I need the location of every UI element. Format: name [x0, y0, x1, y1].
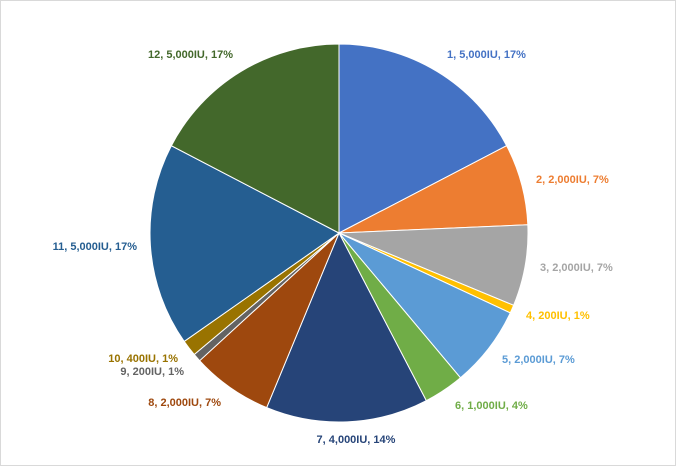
pie-slices [149, 43, 529, 423]
data-label-11: 11, 5,000IU, 17% [53, 241, 138, 253]
pie-slice-12 [170, 43, 340, 234]
pie-slice-7 [266, 231, 427, 423]
data-label-3: 3, 2,000IU, 7% [540, 262, 613, 274]
data-label-10: 10, 400IU, 1% [108, 353, 178, 365]
data-label-7: 7, 4,000IU, 14% [317, 434, 396, 446]
pie-slice-11 [149, 145, 340, 343]
data-label-9: 9, 200IU, 1% [120, 366, 184, 378]
data-label-2: 2, 2,000IU, 7% [536, 174, 609, 186]
pie-slice-1 [338, 43, 508, 234]
data-label-4: 4, 200IU, 1% [526, 310, 590, 322]
data-label-5: 5, 2,000IU, 7% [502, 354, 575, 366]
pie-data-labels: 1, 5,000IU, 17% 2, 2,000IU, 7% 3, 2,000IU,… [53, 49, 613, 446]
data-label-6: 6, 1,000IU, 4% [455, 400, 528, 412]
data-label-8: 8, 2,000IU, 7% [148, 397, 221, 409]
data-label-1: 1, 5,000IU, 17% [447, 49, 526, 61]
data-label-12: 12, 5,000IU, 17% [148, 49, 233, 61]
